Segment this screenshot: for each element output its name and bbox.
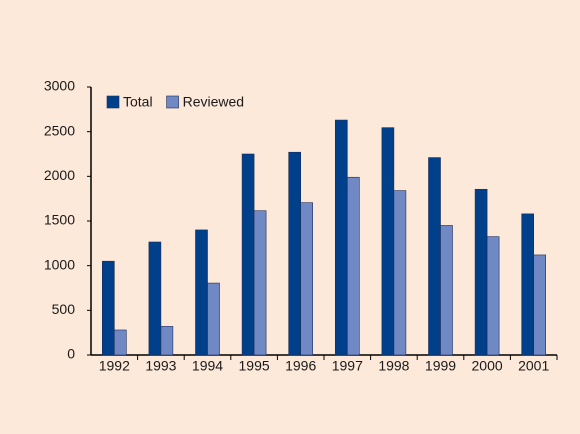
legend-label: Total xyxy=(123,94,153,110)
x-tick-label: 1995 xyxy=(239,358,270,374)
y-tick-label: 1000 xyxy=(44,256,75,272)
y-tick-label: 1500 xyxy=(44,212,75,228)
bar xyxy=(346,176,360,356)
bar xyxy=(393,190,407,356)
bar xyxy=(160,326,174,356)
bar xyxy=(288,151,302,356)
bar xyxy=(334,119,348,356)
x-tick-label: 1996 xyxy=(285,358,316,374)
x-tick-label: 1999 xyxy=(425,358,456,374)
y-tick-label: 2000 xyxy=(44,167,75,183)
bar xyxy=(195,229,208,356)
bar xyxy=(474,188,488,356)
bar xyxy=(148,241,162,356)
x-tick-label: 2000 xyxy=(472,358,503,374)
y-tick-label: 0 xyxy=(67,346,75,362)
legend-swatch xyxy=(166,95,179,109)
bar xyxy=(486,236,500,356)
x-tick-label: 1992 xyxy=(99,358,130,374)
bar xyxy=(521,213,535,356)
y-tick-label: 2500 xyxy=(44,122,75,138)
bar xyxy=(102,260,115,356)
x-tick-label: 2001 xyxy=(518,358,549,374)
x-tick-label: 1993 xyxy=(145,358,176,374)
y-tick-label: 3000 xyxy=(44,78,75,94)
x-tick-label: 1997 xyxy=(332,358,363,374)
bar xyxy=(114,329,127,356)
bar xyxy=(241,153,255,356)
legend-swatch xyxy=(106,95,120,109)
bar xyxy=(428,157,441,356)
x-tick-label: 1998 xyxy=(378,358,409,374)
x-tick-label: 1994 xyxy=(192,358,223,374)
bar xyxy=(300,202,314,356)
bar xyxy=(533,254,547,356)
legend-label: Reviewed xyxy=(183,94,244,110)
bar xyxy=(381,127,395,356)
bar xyxy=(253,210,267,356)
y-tick-label: 500 xyxy=(52,301,76,317)
bar xyxy=(440,225,453,356)
bar xyxy=(207,282,220,356)
